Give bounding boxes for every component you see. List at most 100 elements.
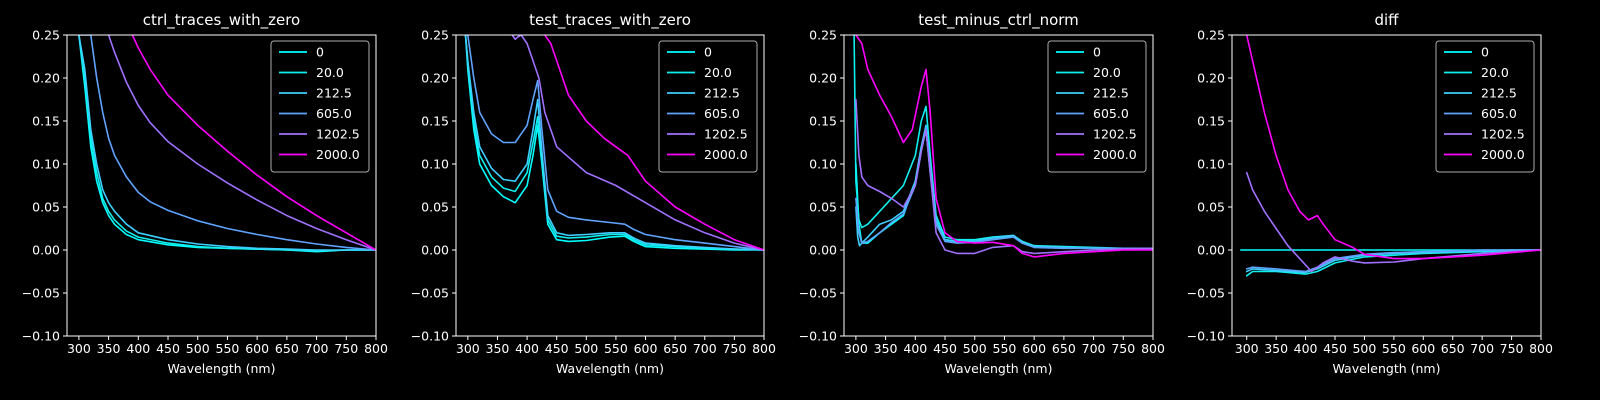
x-tick-label: 300	[456, 341, 480, 356]
x-tick-label: 350	[486, 341, 510, 356]
series-line-2000-0	[544, 35, 764, 251]
y-tick-label: −0.10	[799, 329, 837, 344]
chart-title: test_minus_ctrl_norm	[918, 11, 1079, 30]
x-tick-label: 500	[963, 341, 987, 356]
y-tick-label: 0.20	[809, 71, 837, 86]
x-tick-label: 350	[1264, 341, 1288, 356]
y-tick-label: 0.00	[421, 243, 449, 258]
y-tick-label: −0.10	[411, 329, 449, 344]
legend-entry: 0	[1093, 45, 1101, 60]
series-group	[464, 35, 764, 251]
series-line-2000-0	[131, 35, 376, 251]
x-tick-label: 800	[1141, 341, 1165, 356]
legend-entry: 212.5	[316, 86, 352, 101]
x-tick-label: 550	[993, 341, 1017, 356]
legend-entry: 2000.0	[704, 147, 748, 162]
legend-box	[270, 40, 370, 173]
legend-entry: 2000.0	[316, 147, 360, 162]
x-tick-label: 650	[275, 341, 299, 356]
x-tick-label: 550	[604, 341, 628, 356]
axes-frame	[66, 34, 377, 337]
y-tick-label: 0.10	[1197, 157, 1225, 172]
y-tick-label: 0.00	[1197, 243, 1225, 258]
axes-frame	[455, 34, 765, 337]
y-tick-label: 0.00	[32, 243, 60, 258]
y-tick-label: 0.05	[32, 200, 60, 215]
legend-box	[658, 40, 758, 173]
series-line-2000-0	[855, 35, 1153, 258]
x-tick-label: 750	[722, 341, 746, 356]
x-tick-label: 800	[364, 341, 388, 356]
y-tick-label: 0.25	[1197, 28, 1225, 43]
legend-entry: 605.0	[1093, 106, 1129, 121]
series-line-1202-5	[1245, 171, 1541, 273]
axes-frame	[1231, 34, 1542, 337]
legend-entry: 20.0	[316, 65, 344, 80]
chart-title: diff	[1374, 11, 1399, 29]
y-tick-label: 0.05	[1197, 200, 1225, 215]
x-tick-label: 700	[693, 341, 717, 356]
series-line-0	[464, 35, 764, 251]
legend-entry: 212.5	[1481, 86, 1517, 101]
x-tick-label: 600	[1411, 341, 1435, 356]
x-tick-label: 700	[1082, 341, 1106, 356]
x-tick-label: 500	[186, 341, 210, 356]
y-tick-label: 0.15	[809, 114, 837, 129]
x-tick-label: 750	[334, 341, 358, 356]
legend-entry: 1202.5	[316, 127, 360, 142]
legend: 0 20.0 212.5 605.0 1202.5 2000.0	[658, 40, 758, 173]
x-tick-label: 450	[156, 341, 180, 356]
x-tick-label: 550	[1382, 341, 1406, 356]
x-tick-label: 550	[216, 341, 240, 356]
y-tick-label: −0.05	[799, 286, 837, 301]
legend-entry: 1202.5	[704, 127, 748, 142]
x-tick-label: 750	[1500, 341, 1524, 356]
series-line-1202-5	[855, 98, 1153, 255]
legend-entry: 2000.0	[1481, 147, 1525, 162]
legend-entry: 605.0	[1481, 106, 1517, 121]
legend-entry: 1202.5	[1093, 127, 1137, 142]
chart-title: test_traces_with_zero	[529, 11, 691, 30]
y-tick-label: 0.15	[32, 114, 60, 129]
legend: 0 20.0 212.5 605.0 1202.5 2000.0	[270, 40, 370, 173]
chart-panel-3: 300 350 400 450 500 550 600 650 700 750 800 −0.10 −0…	[799, 11, 1165, 376]
x-axis-label: Wavelength (nm)	[168, 361, 276, 376]
series-line-212-5	[78, 35, 376, 251]
x-tick-label: 300	[844, 341, 868, 356]
series-line-605-0	[464, 35, 764, 251]
y-tick-label: −0.10	[1187, 329, 1225, 344]
x-axis-label: Wavelength (nm)	[556, 361, 664, 376]
y-tick-label: 0.20	[1197, 71, 1225, 86]
series-line-1202-5	[107, 35, 376, 251]
x-tick-label: 300	[67, 341, 91, 356]
y-tick-label: 0.20	[421, 71, 449, 86]
x-tick-label: 700	[1470, 341, 1494, 356]
legend-entry: 20.0	[1093, 65, 1121, 80]
y-tick-label: 0.10	[809, 157, 837, 172]
series-line-2000-0	[1245, 35, 1541, 260]
legend: 0 20.0 212.5 605.0 1202.5 2000.0	[1435, 40, 1535, 173]
series-line-605-0	[78, 35, 376, 251]
x-tick-label: 650	[1052, 341, 1076, 356]
y-tick-label: 0.25	[809, 28, 837, 43]
x-tick-label: 350	[97, 341, 121, 356]
chart-panel-2: 300 350 400 450 500 550 600 650 700 750 800 −0.10 −0…	[411, 11, 776, 376]
legend-box	[1435, 40, 1535, 173]
series-line-212-5	[464, 35, 764, 251]
x-tick-label: 750	[1111, 341, 1135, 356]
y-tick-label: 0.10	[32, 157, 60, 172]
x-tick-label: 300	[1235, 341, 1259, 356]
legend-entry: 20.0	[1481, 65, 1509, 80]
legend-entry: 0	[1481, 45, 1489, 60]
x-tick-label: 600	[245, 341, 269, 356]
x-tick-label: 450	[933, 341, 957, 356]
y-tick-label: 0.05	[809, 200, 837, 215]
x-tick-label: 500	[1352, 341, 1376, 356]
legend-entry: 20.0	[704, 65, 732, 80]
y-tick-label: −0.05	[411, 286, 449, 301]
y-tick-label: 0.25	[32, 28, 60, 43]
y-tick-label: −0.10	[22, 329, 60, 344]
legend-entry: 0	[316, 45, 324, 60]
x-tick-label: 350	[874, 341, 898, 356]
chart-panel-1: 300 350 400 450 500 550 600 650 700 750 800 −0.10 −0…	[22, 11, 388, 376]
